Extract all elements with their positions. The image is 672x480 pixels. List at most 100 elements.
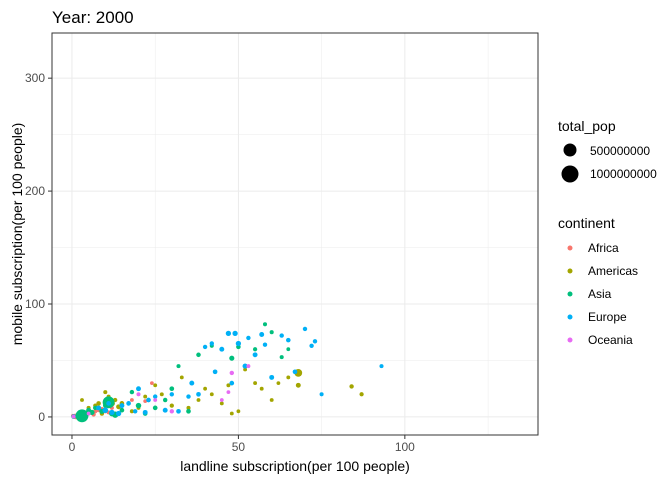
y-tick-label: 0 [38,410,45,424]
color-legend-label-americas: Americas [588,264,638,278]
y-axis-ticks: 0 100 200 300 [25,71,52,424]
data-point-americas [253,381,258,386]
data-point-europe [232,330,238,337]
data-point-oceania [86,411,91,416]
data-point-europe [96,405,102,411]
data-point-europe [309,343,314,349]
data-point-asia [269,330,274,335]
data-point-oceania [229,370,235,376]
data-point-europe [319,392,324,397]
data-point-americas [349,384,354,389]
x-tick-label: 100 [395,440,415,454]
data-point-americas [295,382,301,388]
data-point-americas [226,383,231,388]
data-point-asia [169,386,175,392]
data-point-europe [189,380,195,386]
data-point-americas [129,409,134,414]
data-point-africa [143,399,148,403]
data-point-europe [219,346,225,352]
data-point-europe [379,364,384,369]
data-point-europe [186,394,191,399]
data-point-oceania [136,392,141,397]
data-point-asia [162,397,168,403]
data-point-asia [262,322,268,327]
size-legend-label-small: 500000000 [590,144,650,158]
data-point-europe [196,391,201,397]
data-point-americas [186,405,191,410]
x-axis-ticks: 0 50 100 [69,435,415,454]
data-point-americas [96,401,101,406]
data-point-europe [229,380,235,386]
data-point-americas [80,398,84,402]
data-point-asia [186,408,191,414]
data-point-europe [209,341,215,346]
plot-border [51,32,539,436]
data-point-americas [153,383,158,388]
color-legend-key-americas [567,268,573,274]
color-legend-key-asia [567,291,573,297]
y-tick-label: 300 [25,71,45,85]
data-point-americas [276,381,281,385]
data-point-americas [203,386,208,391]
data-point-americas [269,398,274,402]
data-point-americas [219,401,224,406]
data-point-europe [169,392,175,397]
color-legend-key-europe [567,314,573,320]
data-point-europe [286,337,291,343]
data-point-oceania [226,390,231,394]
color-legend-label-asia: Asia [588,287,612,301]
data-point-asia [279,355,284,360]
data-point-europe [162,407,168,413]
data-point-europe [279,333,284,338]
size-legend-title: total_pop [558,118,616,134]
data-point-americas [196,398,201,402]
data-point-europe [262,342,268,347]
color-legend-items: Africa Americas Asia Europe Oceania [567,241,638,347]
data-point-americas [229,411,234,416]
data-point-americas [103,390,108,395]
data-point-oceania [169,409,175,414]
color-legend-label-africa: Africa [588,241,619,255]
data-point-americas [236,409,241,414]
y-tick-label: 100 [25,297,45,311]
y-tick-label: 200 [25,184,45,198]
data-point-asia [176,364,181,369]
x-tick-label: 0 [69,440,76,454]
data-point-oceania [219,398,224,402]
data-point-europe [302,326,308,332]
data-point-asia [119,407,125,413]
data-point-europe [202,344,208,350]
data-point-asia [89,409,95,416]
data-point-europe [142,409,148,415]
data-point-europe [132,409,138,414]
size-legend: total_pop 500000000 1000000000 [558,118,657,183]
data-point-europe [176,408,181,414]
color-legend-label-europe: Europe [588,310,627,324]
grid-lines [52,33,538,435]
data-point-europe [259,332,265,337]
color-legend-title: continent [558,215,615,231]
data-point-oceania [71,414,76,419]
data-point-europe [126,401,131,406]
chart-title: Year: 2000 [52,8,134,27]
data-point-asia [196,352,201,358]
data-point-americas [243,367,248,372]
data-point-europe [146,397,151,403]
data-point-asia [252,347,258,352]
data-point-europe [312,339,318,344]
data-point-americas [179,375,184,380]
data-point-europe [106,401,111,406]
data-point-europe [225,330,232,337]
data-point-africa [150,381,154,385]
x-axis-title: landline subscription(per 100 people) [180,458,410,474]
data-point-europe [269,374,275,380]
data-point-asia [229,355,235,361]
data-point-europe [235,340,242,347]
data-point-europe [152,394,158,399]
color-legend-label-oceania: Oceania [588,333,633,347]
data-point-asia [152,405,158,411]
size-legend-key-large [561,165,579,183]
data-point-europe [212,369,218,375]
data-point-asia [286,347,291,352]
